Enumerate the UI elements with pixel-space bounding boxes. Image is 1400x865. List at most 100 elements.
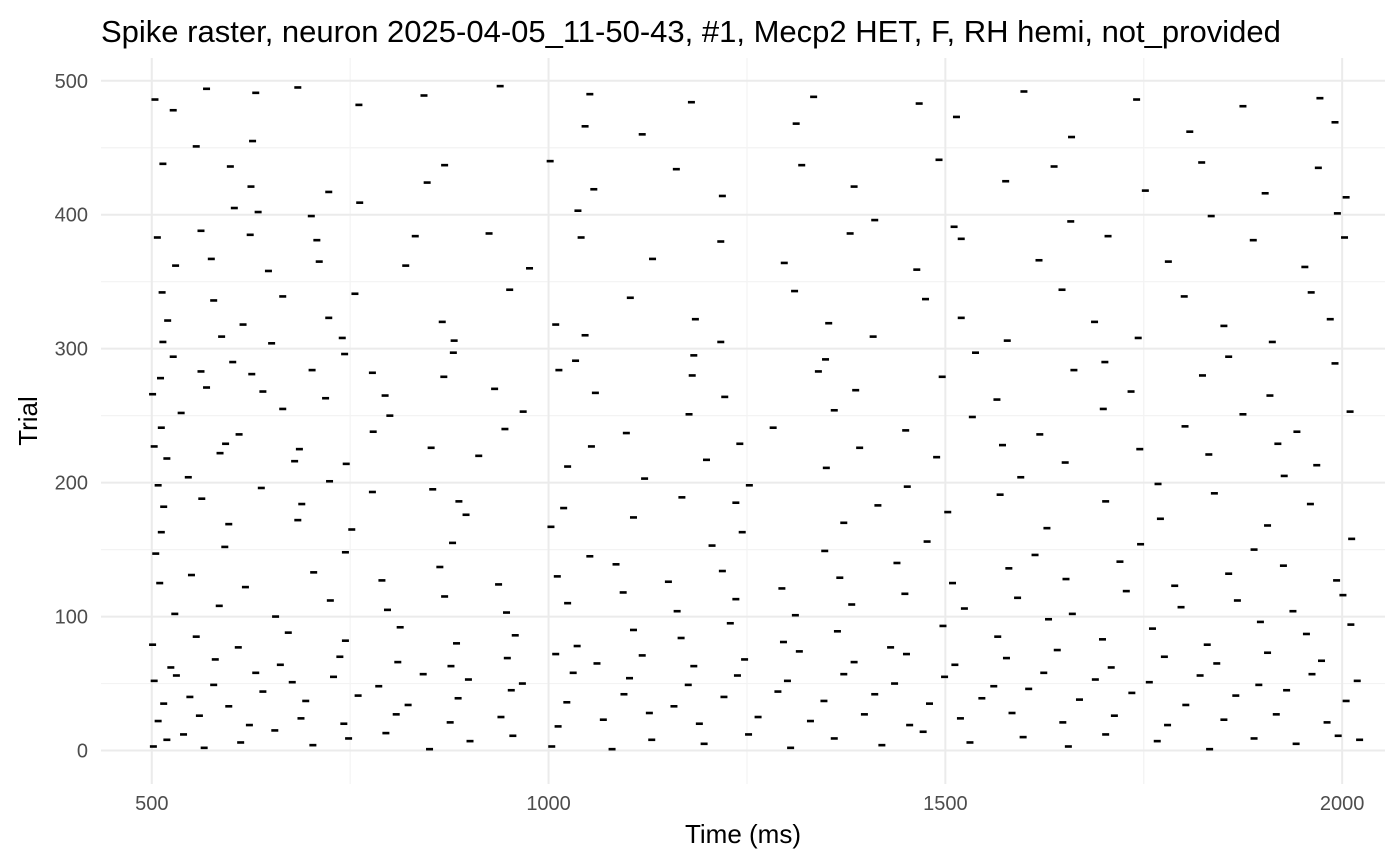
spike-mark [157,426,165,429]
spike-mark [295,447,303,451]
spike-mark [952,115,960,119]
spike-mark [257,486,265,490]
spike-mark [950,225,958,229]
spike-mark [1127,390,1135,393]
spike-mark [878,743,886,747]
spike-mark [1225,572,1233,576]
spike-mark [672,167,680,171]
spike-mark [1180,295,1188,298]
spike-mark [957,316,965,320]
spike-mark [423,181,431,184]
spike-mark [441,163,449,167]
spike-mark [998,443,1006,447]
spike-mark [830,737,838,740]
spike-mark [1331,120,1339,124]
spike-mark [226,165,234,168]
spike-mark [563,700,571,704]
spike-mark [718,569,726,573]
spike-mark [254,210,262,214]
spike-mark [1250,737,1258,740]
spike-mark [978,696,986,700]
spike-mark [491,387,499,391]
spike-mark [440,375,448,379]
spike-mark [149,745,157,748]
spike-mark [552,323,560,326]
spike-mark [252,91,260,95]
spike-mark [1148,627,1156,630]
spike-mark [1091,678,1099,681]
spike-mark [1102,500,1110,503]
spike-mark [1075,698,1083,701]
spike-mark [298,502,306,506]
spike-mark [732,501,740,505]
spike-mark [850,185,858,188]
spike-mark [923,540,931,543]
spike-mark [1003,339,1011,342]
spike-mark [1102,733,1110,736]
spike-mark [159,162,167,166]
spike-mark [700,742,708,746]
spike-mark [1110,714,1118,717]
spike-mark [1232,694,1240,697]
spike-mark [552,652,560,656]
spike-mark [436,565,444,569]
spike-mark [1005,567,1013,570]
spike-mark [718,194,726,198]
spike-mark [555,368,563,372]
spike-mark [1239,413,1247,416]
spike-mark [1289,609,1297,613]
spike-mark [599,718,607,722]
spike-mark [507,688,515,692]
spike-mark [721,395,729,399]
spike-mark [1062,577,1070,581]
spike-mark [369,430,377,434]
spike-mark [1061,461,1069,464]
spike-mark [154,483,162,487]
spike-mark [519,410,527,413]
spike-mark [177,411,185,415]
spike-mark [933,455,941,459]
spike-mark [684,683,692,687]
spike-mark [1017,475,1025,479]
spike-mark [860,713,868,716]
spike-mark [375,684,383,688]
spike-mark [203,386,211,389]
spike-mark [383,608,391,612]
spike-mark [341,550,349,554]
spike-mark [1031,553,1039,557]
spike-mark [356,201,364,204]
spike-mark [449,541,457,545]
spike-mark [1326,317,1334,321]
spike-mark [840,521,848,525]
spike-mark [629,628,637,632]
spike-mark [382,731,390,735]
spike-mark [1313,463,1321,467]
spike-mark [163,457,171,460]
spike-mark [1346,410,1354,413]
spike-mark [1196,674,1204,677]
spike-mark [941,675,949,679]
spike-mark [288,680,296,684]
spike-mark [852,388,860,392]
spike-mark [1036,433,1044,436]
spike-mark [806,719,814,723]
spike-mark [822,358,830,361]
spike-mark [869,335,877,338]
spike-mark [1323,721,1331,724]
spike-mark [1279,564,1287,567]
spike-mark [271,729,279,732]
spike-mark [235,433,243,436]
spike-mark [426,747,434,751]
spike-mark [569,671,577,675]
spike-mark [1068,612,1076,616]
spike-mark [496,84,504,88]
spike-mark [1133,98,1141,101]
spike-mark [891,682,899,685]
spike-mark [1266,394,1274,397]
spike-mark [172,264,180,267]
spike-mark [1210,492,1218,495]
spike-mark [154,719,162,723]
spike-mark [814,370,822,373]
spike-mark [268,342,276,345]
spike-mark [368,371,376,375]
